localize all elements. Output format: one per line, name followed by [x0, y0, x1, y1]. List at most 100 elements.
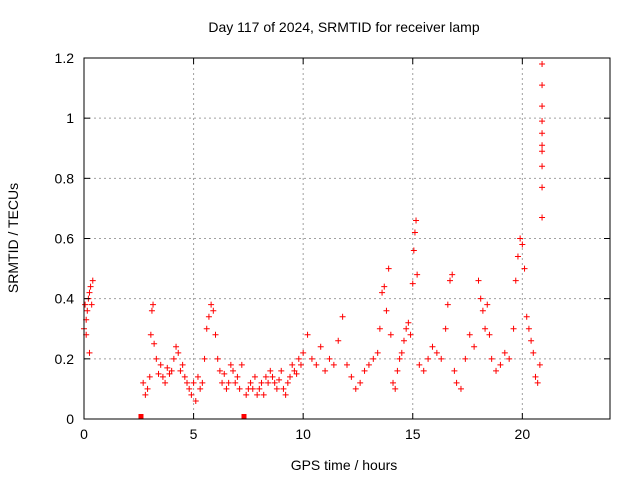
data-point	[304, 331, 311, 338]
data-point	[398, 349, 405, 356]
data-point	[269, 373, 276, 380]
data-point	[225, 379, 232, 386]
data-point	[361, 367, 368, 374]
data-point	[322, 367, 329, 374]
x-tick-label: 5	[190, 426, 198, 442]
data-point	[181, 373, 188, 380]
data-point	[407, 331, 414, 338]
data-point	[453, 379, 460, 386]
data-point	[265, 379, 272, 386]
data-point	[400, 337, 407, 344]
x-tick-label: 0	[80, 426, 88, 442]
data-point	[521, 265, 528, 272]
data-point	[203, 325, 210, 332]
data-point	[243, 391, 250, 398]
data-point	[447, 277, 454, 284]
data-point	[227, 361, 234, 368]
data-point	[497, 361, 504, 368]
data-point	[501, 349, 508, 356]
data-point	[282, 391, 289, 398]
data-point	[387, 331, 394, 338]
data-point	[536, 361, 543, 368]
y-tick-label: 0.8	[55, 170, 75, 186]
data-point	[539, 130, 546, 137]
data-point	[512, 277, 519, 284]
data-point	[162, 379, 169, 386]
axes: 0 5 10 15 20 0 0.2 0.4 0.6 0.8 1 1.2	[55, 50, 610, 442]
data-point	[179, 361, 186, 368]
data-point	[506, 355, 513, 362]
data-point	[410, 247, 417, 254]
data-point	[166, 370, 173, 377]
data-point	[146, 373, 153, 380]
data-point	[210, 307, 217, 314]
y-tick-label: 0.6	[55, 231, 75, 247]
data-point	[89, 277, 96, 284]
data-point	[374, 349, 381, 356]
data-point	[278, 367, 285, 374]
data-point	[88, 301, 95, 308]
data-point	[396, 355, 403, 362]
data-point	[205, 313, 212, 320]
data-point	[249, 385, 256, 392]
data-point	[517, 235, 524, 242]
data-point	[482, 325, 489, 332]
data-point	[477, 295, 484, 302]
chart-title: Day 117 of 2024, SRMTID for receiver lam…	[208, 19, 480, 35]
data-point	[471, 343, 478, 350]
x-tick-label: 10	[295, 426, 311, 442]
data-point	[420, 367, 427, 374]
data-point	[493, 367, 500, 374]
data-point	[142, 391, 149, 398]
data-point	[539, 148, 546, 155]
zero-marker	[241, 414, 247, 419]
data-point	[326, 355, 333, 362]
data-point	[429, 343, 436, 350]
data-point	[348, 373, 355, 380]
data-point	[147, 331, 154, 338]
data-point	[219, 379, 226, 386]
data-point	[223, 385, 230, 392]
data-point	[276, 376, 283, 383]
data-point	[449, 271, 456, 278]
data-point	[365, 361, 372, 368]
y-tick-label: 0	[66, 411, 74, 427]
data-point	[462, 355, 469, 362]
data-point	[308, 355, 315, 362]
data-point	[197, 385, 204, 392]
data-point	[385, 265, 392, 272]
data-point	[525, 325, 532, 332]
data-point	[352, 385, 359, 392]
data-point	[201, 355, 208, 362]
data-point	[184, 379, 191, 386]
data-point	[519, 241, 526, 248]
data-point	[254, 391, 261, 398]
data-point	[186, 385, 193, 392]
data-point	[157, 361, 164, 368]
data-point	[379, 289, 386, 296]
data-point	[403, 325, 410, 332]
data-point	[539, 214, 546, 221]
data-point	[234, 373, 241, 380]
data-point	[357, 379, 364, 386]
data-point	[523, 313, 530, 320]
y-axis-label: SRMTID / TECUs	[5, 183, 21, 293]
data-point	[532, 373, 539, 380]
data-point	[370, 355, 377, 362]
data-point	[284, 379, 291, 386]
y-tick-label: 0.4	[55, 291, 75, 307]
data-point	[291, 367, 298, 374]
data-point	[381, 283, 388, 290]
data-point	[539, 103, 546, 110]
data-point	[144, 385, 151, 392]
data-point	[438, 355, 445, 362]
data-point	[87, 283, 94, 290]
data-point	[451, 367, 458, 374]
data-point	[86, 289, 93, 296]
data-point	[256, 385, 263, 392]
data-point	[247, 379, 254, 386]
data-point	[479, 307, 486, 314]
zero-marker	[138, 414, 144, 419]
x-tick-label: 20	[515, 426, 531, 442]
